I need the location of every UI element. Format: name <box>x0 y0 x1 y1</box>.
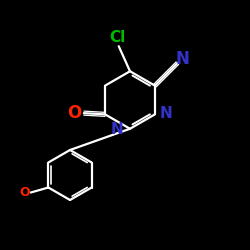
Text: N: N <box>160 106 172 121</box>
Text: N: N <box>176 50 190 68</box>
Text: Cl: Cl <box>110 30 126 45</box>
Text: N: N <box>111 122 124 138</box>
Text: O: O <box>67 104 81 122</box>
Text: O: O <box>19 186 30 199</box>
